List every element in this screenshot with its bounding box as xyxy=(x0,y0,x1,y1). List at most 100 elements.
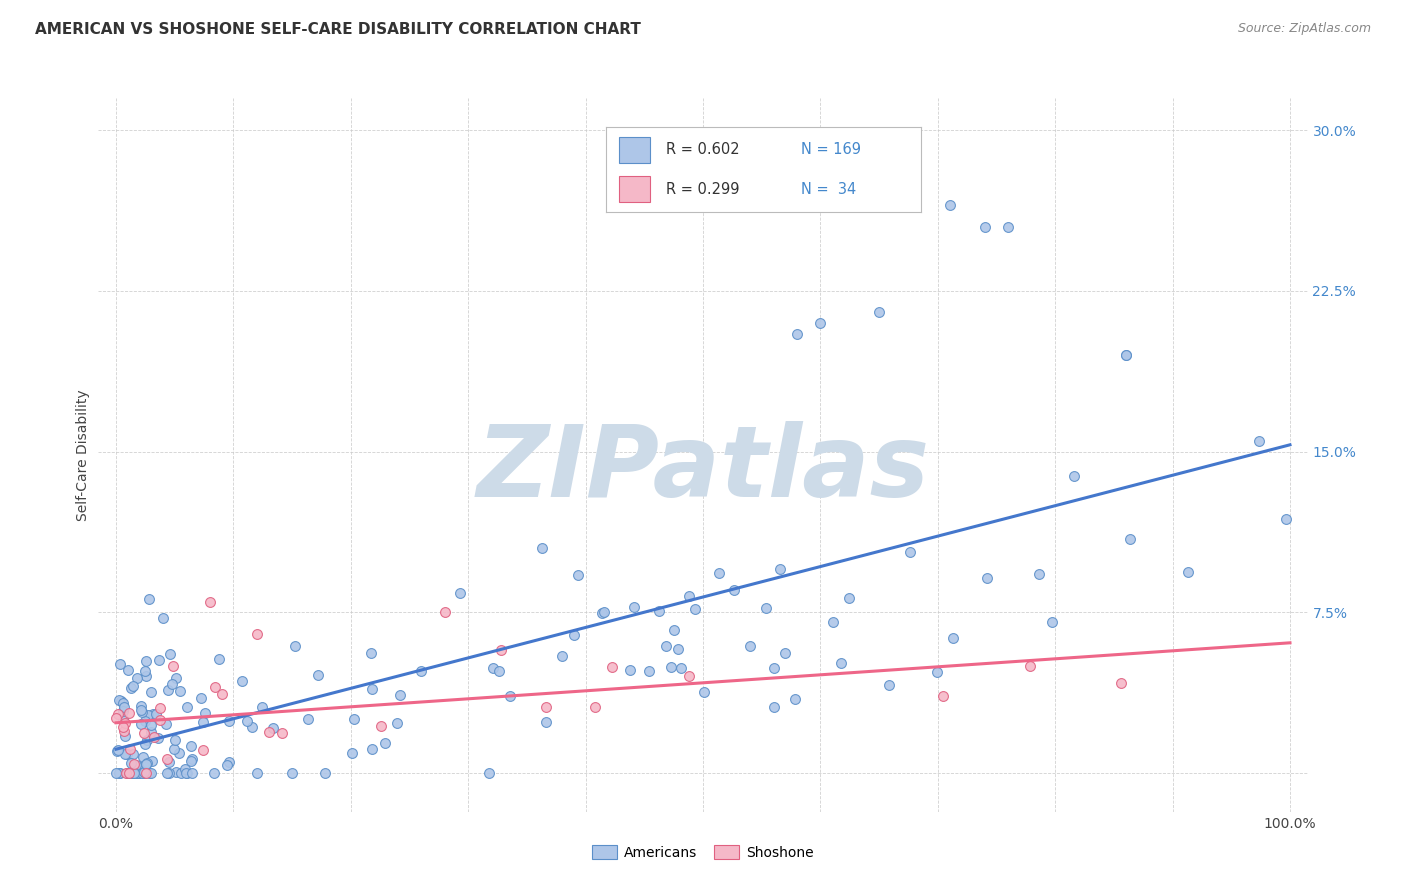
Point xyxy=(997,219,1019,234)
Point xyxy=(246,766,269,780)
Point xyxy=(343,712,366,726)
Point xyxy=(409,664,432,678)
Point xyxy=(1275,512,1298,526)
Point xyxy=(976,571,998,585)
Point xyxy=(176,766,198,780)
Point xyxy=(165,764,187,779)
Point xyxy=(107,693,129,707)
Point xyxy=(105,766,128,780)
Point xyxy=(131,705,153,719)
Point xyxy=(108,657,131,671)
Point xyxy=(623,600,645,615)
Point xyxy=(142,730,165,744)
Point xyxy=(155,766,177,780)
Point xyxy=(110,694,132,708)
Text: ZIPatlas: ZIPatlas xyxy=(477,421,929,517)
Point xyxy=(932,689,955,703)
Point xyxy=(619,663,641,677)
Point xyxy=(1040,615,1063,629)
Point xyxy=(111,713,134,727)
Point xyxy=(114,729,136,743)
Point xyxy=(775,646,797,660)
Point xyxy=(1063,469,1085,483)
Point xyxy=(135,669,157,683)
Point xyxy=(246,627,269,641)
Point xyxy=(115,747,138,762)
Point xyxy=(165,671,187,685)
Point xyxy=(655,639,678,653)
Point xyxy=(112,700,135,714)
Point xyxy=(115,766,138,780)
Point xyxy=(120,681,142,695)
Point xyxy=(900,545,922,559)
Point xyxy=(591,606,613,620)
Point xyxy=(105,744,128,758)
Point xyxy=(202,766,225,780)
Point xyxy=(117,766,139,780)
Point xyxy=(231,674,253,689)
Text: N =  34: N = 34 xyxy=(801,182,856,196)
Point xyxy=(132,765,155,780)
Point xyxy=(693,685,716,699)
Point xyxy=(370,719,392,733)
Point xyxy=(156,752,179,766)
Point xyxy=(128,766,150,780)
Point xyxy=(181,752,204,766)
Point xyxy=(163,742,186,756)
Point xyxy=(250,699,273,714)
Point xyxy=(374,735,396,749)
Point xyxy=(284,639,307,653)
Point xyxy=(193,743,215,757)
Point xyxy=(111,704,134,718)
Point xyxy=(162,659,184,673)
Point xyxy=(198,595,221,609)
Point xyxy=(118,742,141,756)
Point xyxy=(129,703,152,717)
Point xyxy=(207,652,229,666)
Point xyxy=(134,664,156,678)
Point xyxy=(240,720,263,734)
Point xyxy=(1115,348,1137,362)
Point xyxy=(117,706,139,720)
Point xyxy=(1177,565,1199,579)
Point xyxy=(259,725,281,739)
Point xyxy=(211,687,233,701)
Point xyxy=(808,316,831,330)
Point xyxy=(165,732,187,747)
Point xyxy=(763,660,786,674)
Point xyxy=(155,717,177,731)
Point xyxy=(1028,567,1050,582)
Point xyxy=(678,589,700,603)
Point xyxy=(360,741,382,756)
Point xyxy=(139,724,162,739)
Bar xyxy=(619,137,651,162)
Point xyxy=(707,566,730,580)
Point xyxy=(194,706,217,720)
Point xyxy=(262,721,284,735)
Point xyxy=(683,602,706,616)
Point xyxy=(176,700,198,714)
Point xyxy=(602,659,624,673)
Point xyxy=(755,601,778,615)
Point xyxy=(160,677,183,691)
Point xyxy=(111,696,134,710)
Point xyxy=(762,699,785,714)
Point xyxy=(141,755,163,769)
Point xyxy=(562,628,585,642)
Point xyxy=(125,758,148,772)
Point xyxy=(121,679,143,693)
Point xyxy=(114,747,136,762)
Point xyxy=(204,680,226,694)
Point xyxy=(149,713,172,727)
Point xyxy=(297,712,319,726)
Point xyxy=(125,766,148,780)
Point xyxy=(593,605,616,619)
Point xyxy=(169,747,191,761)
Point xyxy=(112,723,135,738)
Point xyxy=(821,615,844,629)
Point xyxy=(157,766,180,780)
Point xyxy=(131,766,153,780)
Point xyxy=(127,766,149,780)
Point xyxy=(148,653,170,667)
Point xyxy=(117,766,139,780)
